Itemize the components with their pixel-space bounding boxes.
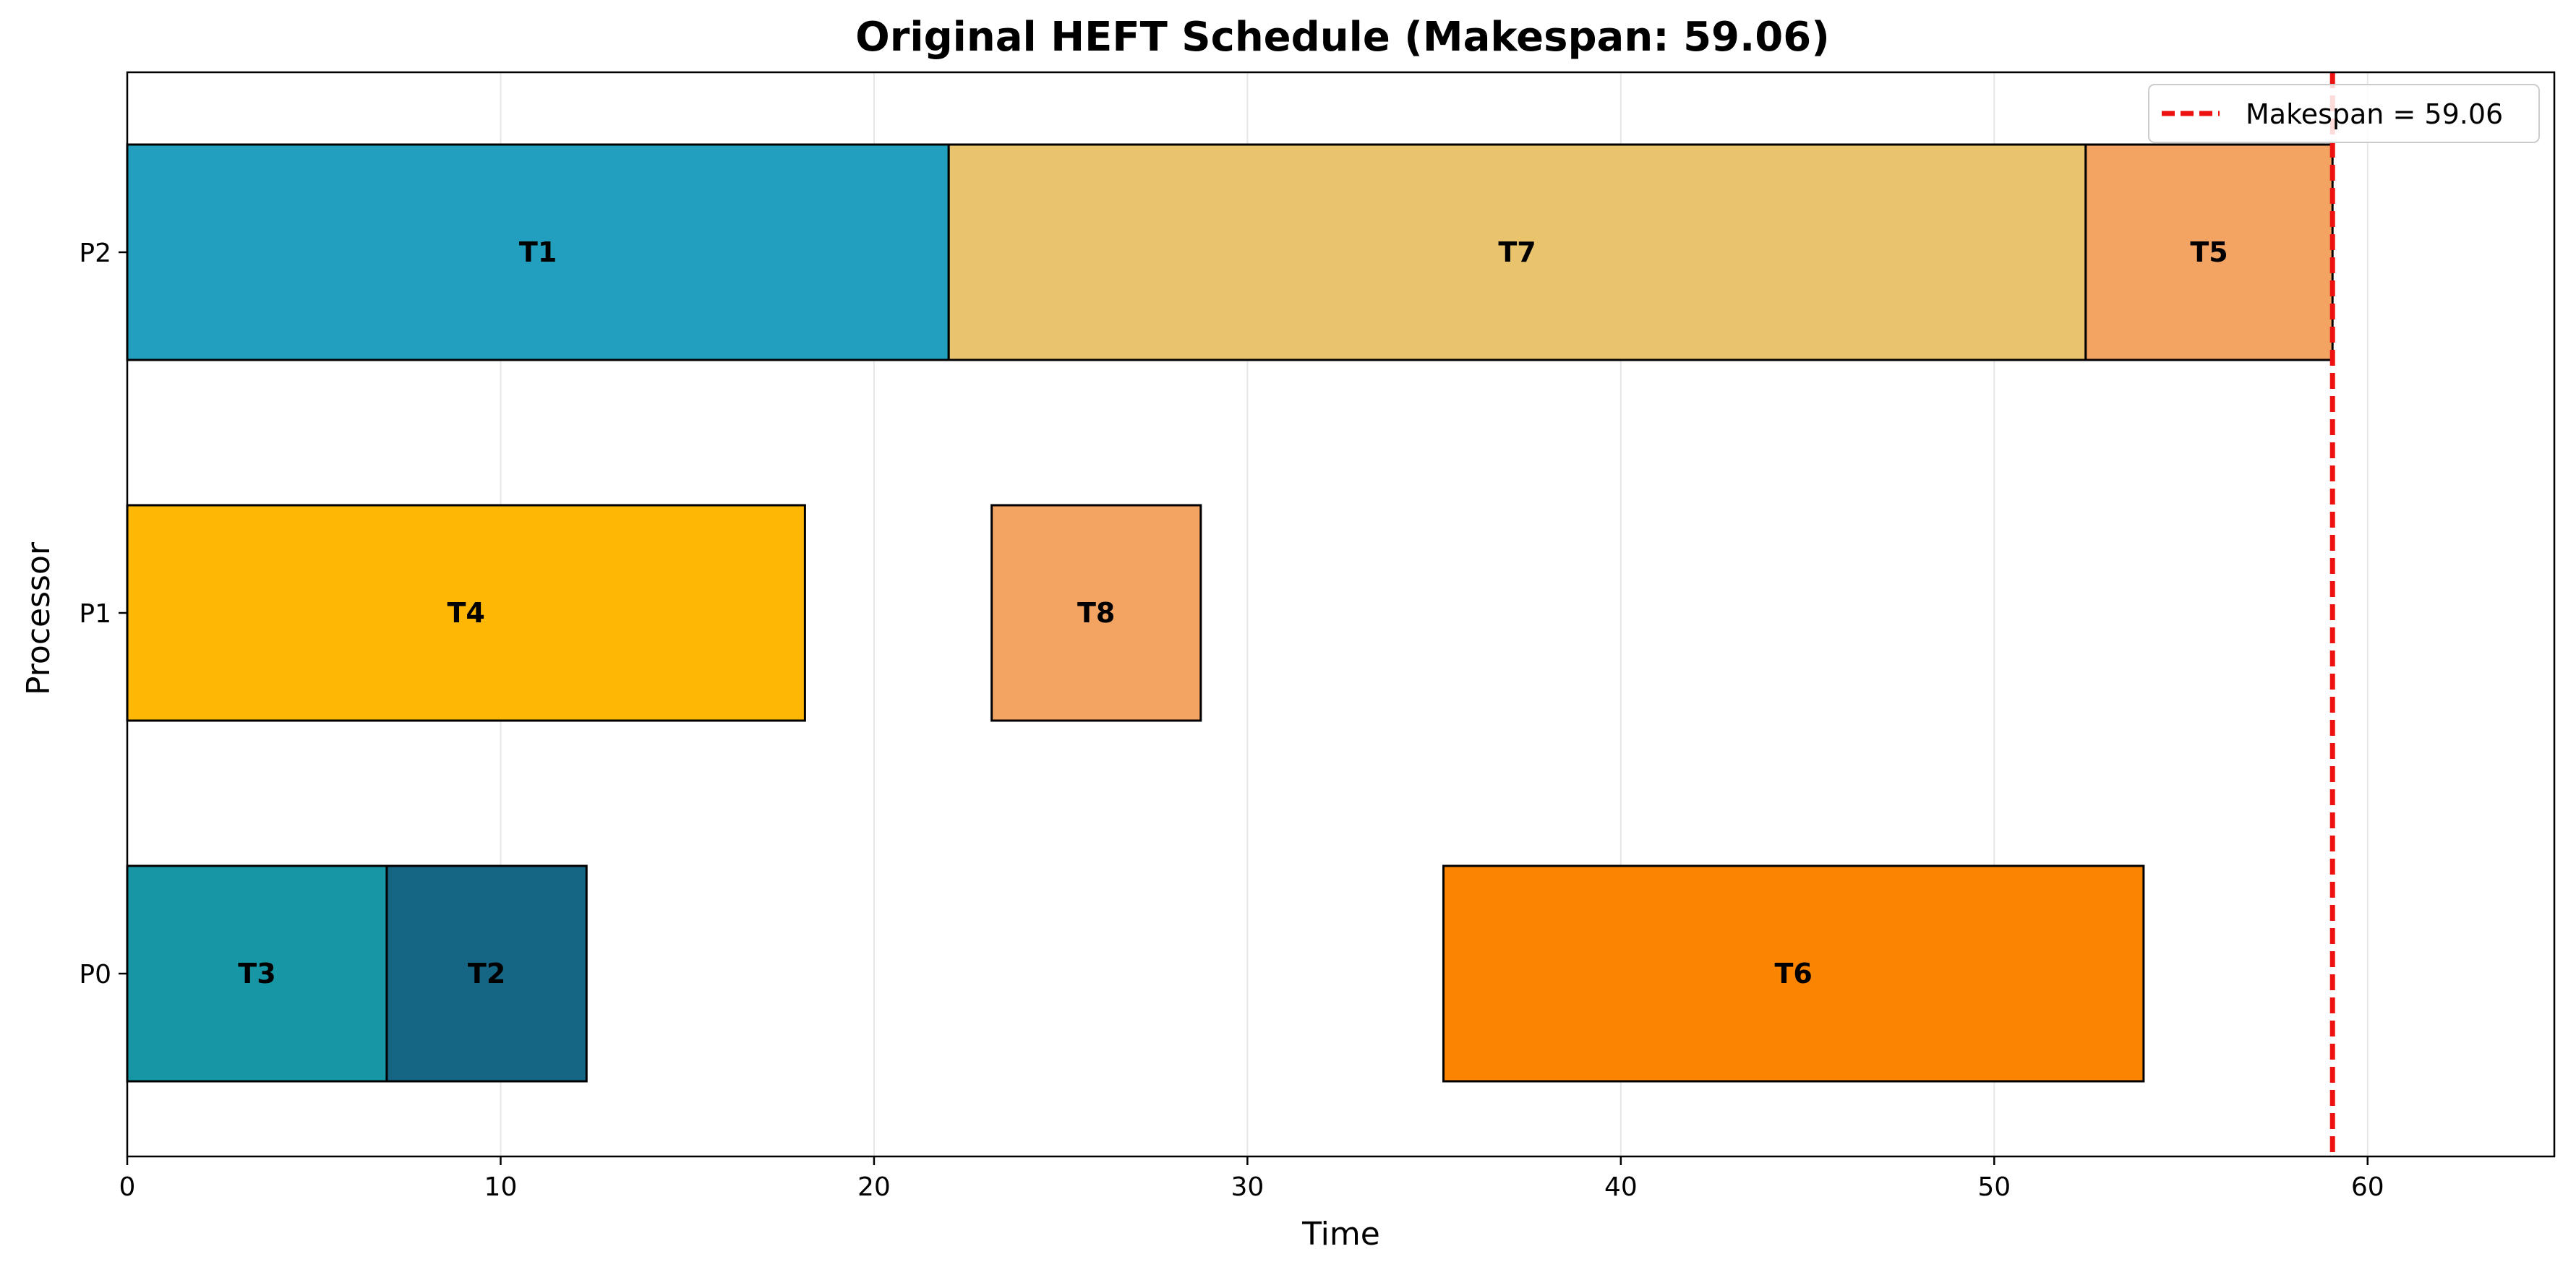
task-label-t4: T4 <box>448 597 485 629</box>
task-bars: T1 T7 T5 T4 T8 T3 T2 T6 <box>126 143 2334 1083</box>
task-bar-t4 <box>126 504 806 722</box>
task-bar-t3 <box>126 864 388 1083</box>
task-label-t2: T2 <box>468 958 505 989</box>
y-tick-label-p2: P2 <box>79 239 111 268</box>
x-tick-label-10: 10 <box>484 1172 518 1202</box>
task-label-t8: T8 <box>1077 597 1115 629</box>
y-axis-ticks: P0 P1 P2 <box>79 239 127 989</box>
task-bar-t1 <box>126 143 950 361</box>
x-tick-label-40: 40 <box>1604 1172 1638 1202</box>
legend: Makespan = 59.06 <box>2148 84 2540 143</box>
task-bar-t5 <box>2084 143 2334 361</box>
task-label-t5: T5 <box>2190 236 2228 268</box>
task-bar-t2 <box>385 864 588 1083</box>
task-label-t1: T1 <box>519 236 557 268</box>
task-label-t3: T3 <box>238 958 275 989</box>
x-axis-label: Time <box>1301 1216 1380 1253</box>
task-bar-t6 <box>1442 864 2145 1083</box>
chart-title: Original HEFT Schedule (Makespan: 59.06) <box>855 14 1830 61</box>
x-tick-label-20: 20 <box>857 1172 891 1202</box>
x-tick-label-60: 60 <box>2351 1172 2384 1202</box>
y-tick-label-p0: P0 <box>79 960 111 989</box>
task-bar-t8 <box>990 504 1202 722</box>
task-label-t7: T7 <box>1498 236 1536 268</box>
task-bar-t7 <box>947 143 2087 361</box>
legend-box <box>2148 84 2540 143</box>
plot-frame <box>126 71 2556 1158</box>
y-tick-label-p1: P1 <box>79 599 111 629</box>
legend-makespan-label: Makespan = 59.06 <box>2246 98 2503 130</box>
x-tick-label-50: 50 <box>1977 1172 2011 1202</box>
x-tick-label-30: 30 <box>1231 1172 1264 1202</box>
y-axis-label: Processor <box>20 541 57 695</box>
task-label-t6: T6 <box>1775 958 1813 989</box>
x-tick-label-0: 0 <box>119 1172 136 1202</box>
x-axis-ticks: 0 10 20 30 40 50 60 <box>119 1156 2384 1202</box>
